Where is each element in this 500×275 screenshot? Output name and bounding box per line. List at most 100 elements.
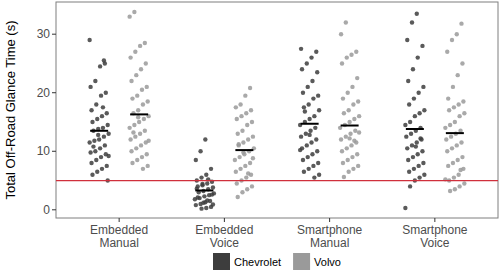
point (100, 167, 104, 171)
point (404, 134, 408, 138)
point (345, 146, 349, 150)
point (203, 137, 207, 141)
point (145, 99, 149, 103)
point (129, 79, 133, 83)
point (459, 21, 463, 25)
point (455, 32, 459, 36)
point (309, 55, 313, 59)
tick (119, 218, 120, 222)
point (422, 172, 426, 176)
point (248, 161, 252, 165)
point (421, 161, 425, 165)
tick-label: 20 (37, 86, 51, 100)
point (299, 134, 303, 138)
point (234, 170, 238, 174)
tick-label-line: Voice (420, 236, 450, 250)
point (301, 91, 305, 95)
point (248, 86, 252, 90)
point (87, 140, 91, 144)
point (406, 158, 410, 162)
point (92, 139, 96, 143)
point (450, 38, 454, 42)
tick (224, 218, 225, 222)
point (461, 99, 465, 103)
plot-area (56, 10, 498, 211)
point (141, 167, 145, 171)
point (246, 137, 250, 141)
point (339, 137, 343, 141)
point (448, 123, 452, 127)
point (199, 175, 203, 179)
point (405, 38, 409, 42)
point (300, 67, 304, 71)
point (140, 155, 144, 159)
point (245, 187, 249, 191)
point (145, 164, 149, 168)
tick-label-line: Manual (99, 236, 138, 250)
point (448, 189, 452, 193)
mean-line (195, 189, 213, 191)
point (453, 120, 457, 124)
point (447, 108, 451, 112)
point (133, 50, 137, 54)
point (302, 105, 306, 109)
point (306, 167, 310, 171)
point (341, 161, 345, 165)
point (101, 105, 105, 109)
point (306, 85, 310, 89)
point (403, 206, 407, 210)
mean-line (130, 113, 148, 115)
point (458, 168, 462, 172)
point (211, 202, 215, 206)
point (142, 117, 146, 121)
point (445, 149, 449, 153)
point (205, 181, 209, 185)
point (94, 102, 98, 106)
point (357, 114, 361, 118)
tick-label-line: Manual (310, 236, 349, 250)
point (205, 198, 209, 202)
point (345, 55, 349, 59)
point (417, 111, 421, 115)
point (105, 164, 109, 168)
point (102, 134, 106, 138)
point (128, 55, 132, 59)
point (346, 158, 350, 162)
tick (52, 151, 56, 152)
point (315, 149, 319, 153)
point (241, 140, 245, 144)
point (315, 70, 319, 74)
point (422, 108, 426, 112)
tick-label-line: Smartphone (297, 223, 363, 237)
mean-line (341, 125, 359, 127)
point (416, 55, 420, 59)
point (304, 132, 308, 136)
point (199, 206, 203, 210)
point (310, 79, 314, 83)
point (91, 144, 95, 148)
point (211, 185, 215, 189)
mean-line (301, 123, 319, 125)
point (317, 172, 321, 176)
point (355, 76, 359, 80)
point (250, 120, 254, 124)
point (135, 93, 139, 97)
point (403, 123, 407, 127)
point (412, 167, 416, 171)
point (127, 14, 131, 18)
point (88, 150, 92, 154)
point (410, 143, 414, 147)
point (352, 117, 356, 121)
mean-line (406, 128, 424, 130)
point (342, 111, 346, 115)
tick-label: SmartphoneVoice (402, 223, 468, 250)
point (420, 44, 424, 48)
point (355, 152, 359, 156)
tick-label: EmbeddedManual (90, 223, 148, 250)
point (307, 117, 311, 121)
point (244, 175, 248, 179)
point (311, 96, 315, 100)
point (451, 161, 455, 165)
point (145, 85, 149, 89)
point (243, 93, 247, 97)
